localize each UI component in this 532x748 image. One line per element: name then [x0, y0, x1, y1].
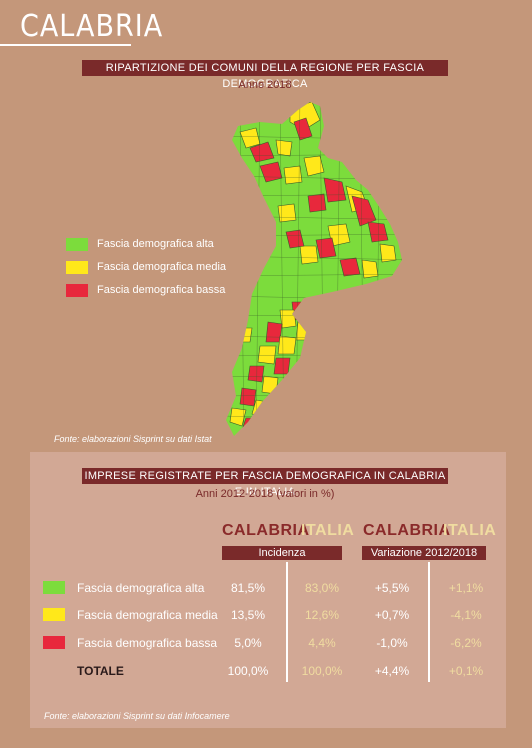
legend-label-alta: Fascia demografica alta	[97, 238, 214, 250]
value-total-italia-variazione: +0,1%	[448, 664, 484, 678]
table-panel	[30, 452, 506, 728]
row-swatch-alta	[43, 581, 65, 594]
value-total-italia-incidenza: 100,0%	[301, 664, 343, 678]
value-media-calabria-incidenza: 13,5%	[230, 608, 266, 622]
col-head-italia-incidenza: ITALIA	[301, 522, 355, 539]
value-alta-italia-variazione: +1,1%	[448, 581, 484, 595]
row-label-media: Fascia demografica media	[77, 608, 218, 622]
legend-swatch-media	[66, 261, 88, 274]
value-bassa-italia-incidenza: 4,4%	[308, 636, 336, 650]
legend-swatch-alta	[66, 238, 88, 251]
value-bassa-italia-variazione: -6,2%	[450, 636, 482, 650]
calabria-map	[226, 102, 402, 436]
col-head-calabria-variazione: CALABRIA	[363, 522, 451, 539]
row-swatch-media	[43, 608, 65, 621]
separator-incidenza	[286, 562, 288, 682]
value-bassa-calabria-incidenza: 5,0%	[234, 636, 262, 650]
map-year: Anno 2018	[238, 79, 292, 91]
title-underline	[0, 44, 131, 46]
legend-swatch-bassa	[66, 284, 88, 297]
map-banner: RIPARTIZIONE DEI COMUNI DELLA REGIONE PE…	[82, 60, 448, 90]
separator-variazione	[428, 562, 430, 682]
col-head-italia-variazione: ITALIA	[443, 522, 497, 539]
table-years: Anni 2012-2018 (valori in %)	[195, 488, 335, 500]
value-media-italia-variazione: -4,1%	[450, 608, 482, 622]
row-label-bassa: Fascia demografica bassa	[77, 636, 218, 650]
col-head-calabria-incidenza: CALABRIA	[222, 522, 310, 539]
value-alta-calabria-variazione: +5,5%	[374, 581, 410, 595]
total-label: TOTALE	[77, 664, 124, 678]
map-source: Fonte: elaborazioni Sisprint su dati Ist…	[54, 434, 212, 444]
row-swatch-bassa	[43, 636, 65, 649]
table-banner: IMPRESE REGISTRATE PER FASCIA DEMOGRAFIC…	[82, 468, 448, 498]
table-source: Fonte: elaborazioni Sisprint su dati Inf…	[44, 711, 230, 721]
page-title: CALABRIA	[20, 9, 164, 44]
legend-label-media: Fascia demografica media	[97, 261, 227, 273]
value-total-calabria-incidenza: 100,0%	[227, 664, 269, 678]
value-alta-italia-incidenza: 83,0%	[304, 581, 340, 595]
value-media-calabria-variazione: +0,7%	[374, 608, 410, 622]
legend-label-bassa: Fascia demografica bassa	[97, 284, 226, 296]
group-variazione: Variazione 2012/2018	[362, 546, 486, 560]
value-total-calabria-variazione: +4,4%	[374, 664, 410, 678]
value-alta-calabria-incidenza: 81,5%	[230, 581, 266, 595]
value-bassa-calabria-variazione: -1,0%	[376, 636, 408, 650]
value-media-italia-incidenza: 12,6%	[304, 608, 340, 622]
group-incidenza: Incidenza	[222, 546, 342, 560]
row-label-alta: Fascia demografica alta	[77, 581, 205, 595]
